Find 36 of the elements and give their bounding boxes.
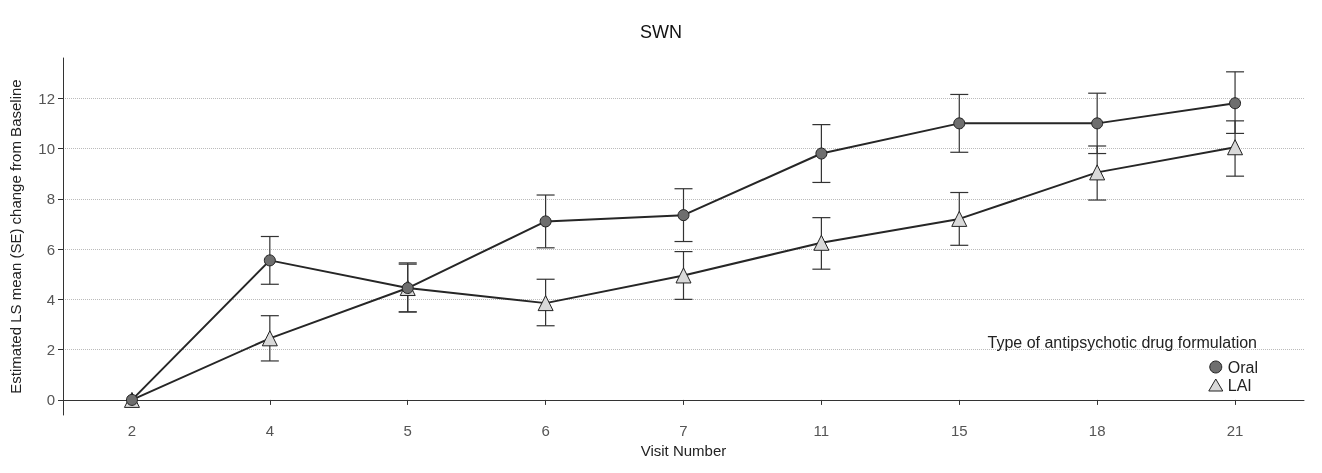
x-tick-label: 7 bbox=[679, 422, 688, 439]
chart-title: SWN bbox=[640, 22, 682, 42]
x-tick-label: 5 bbox=[403, 422, 412, 439]
point bbox=[539, 215, 552, 228]
point bbox=[261, 330, 278, 347]
point bbox=[951, 210, 968, 227]
y-tick-label: 4 bbox=[46, 290, 55, 308]
point bbox=[537, 295, 554, 312]
point bbox=[1229, 97, 1242, 110]
y-tick-label: 2 bbox=[46, 341, 55, 359]
point bbox=[677, 209, 690, 222]
point bbox=[1091, 117, 1104, 130]
legend-label: LAI bbox=[1227, 376, 1252, 394]
point bbox=[675, 267, 692, 284]
point bbox=[953, 117, 966, 130]
y-axis-title: Estimated LS mean (SE) change from Baseline bbox=[7, 79, 24, 394]
y-tick-label: 6 bbox=[46, 240, 55, 258]
y-tick-label: 12 bbox=[38, 89, 55, 107]
point bbox=[815, 147, 828, 160]
y-tick-label: 10 bbox=[38, 140, 55, 158]
x-tick-label: 11 bbox=[813, 422, 830, 439]
x-tick-label: 6 bbox=[541, 422, 550, 439]
x-tick-label: 4 bbox=[265, 422, 275, 439]
x-tick-label: 15 bbox=[950, 422, 968, 439]
y-tick-label: 0 bbox=[46, 391, 55, 409]
point bbox=[263, 254, 276, 267]
x-tick-label: 2 bbox=[127, 422, 137, 439]
x-tick-label: 18 bbox=[1088, 422, 1106, 439]
x-axis-title: Visit Number bbox=[640, 442, 727, 459]
point bbox=[1089, 164, 1106, 181]
legend-title: Type of antipsychotic drug formulation bbox=[987, 333, 1258, 351]
y-tick-label: 8 bbox=[46, 190, 55, 208]
point bbox=[813, 234, 830, 251]
x-tick-label: 21 bbox=[1226, 422, 1244, 439]
legend-label: Oral bbox=[1227, 358, 1259, 376]
point bbox=[1227, 139, 1244, 156]
